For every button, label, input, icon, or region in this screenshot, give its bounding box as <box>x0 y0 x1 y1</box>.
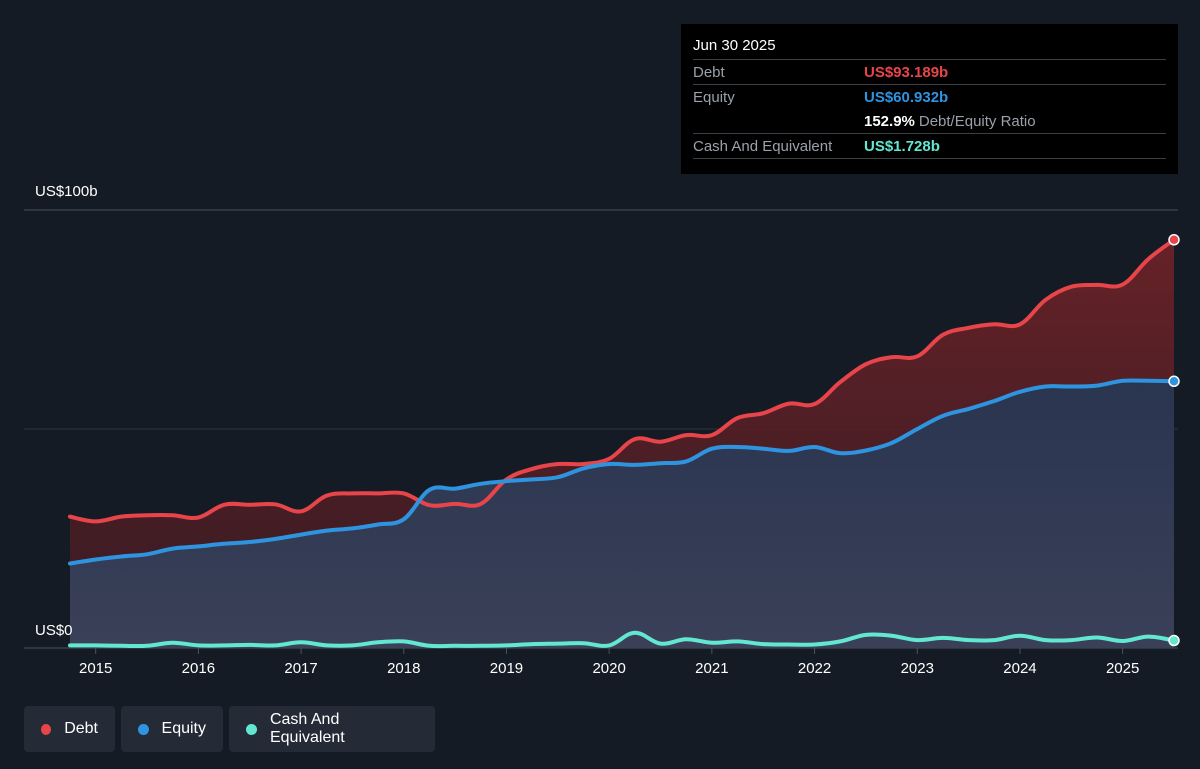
tooltip-cash-row: Cash And Equivalent US$1.728b <box>693 133 1166 159</box>
legend-cash-label: Cash And Equivalent <box>269 711 345 746</box>
x-tick-label-2025: 2025 <box>1106 660 1139 677</box>
tooltip-debt-label: Debt <box>693 63 725 81</box>
cash-line <box>68 630 1176 649</box>
debt-end-marker <box>1168 234 1180 246</box>
y-axis-bottom-label: US$0 <box>35 622 73 639</box>
cash-end-marker <box>1168 634 1180 647</box>
cash-dot-icon <box>246 723 257 735</box>
legend-item-equity[interactable]: Equity <box>121 706 223 752</box>
x-tick-label-2017: 2017 <box>284 660 317 677</box>
equity-end-marker <box>1168 375 1180 388</box>
x-tick-label-2019: 2019 <box>490 660 523 677</box>
legend-item-cash[interactable]: Cash And Equivalent <box>229 706 435 752</box>
tooltip-date: Jun 30 2025 <box>693 37 776 54</box>
tooltip-cash-value: US$1.728b <box>864 137 940 155</box>
equity-area <box>70 380 1174 648</box>
x-tick-label-2020: 2020 <box>592 660 625 677</box>
tooltip-debt-row: Debt US$93.189b <box>693 59 1166 84</box>
equity-dot-icon <box>138 723 149 735</box>
tooltip-equity-value: US$60.932b <box>864 88 949 106</box>
x-tick-label-2024: 2024 <box>1003 660 1036 677</box>
legend-item-debt[interactable]: Debt <box>24 706 115 752</box>
x-tick-label-2018: 2018 <box>387 660 420 677</box>
tooltip-debt-value: US$93.189b <box>864 63 949 81</box>
tooltip-equity-row: Equity US$60.932b <box>693 84 1166 109</box>
legend-debt-label: Debt <box>64 720 98 737</box>
legend-equity-label: Equity <box>161 720 206 737</box>
x-tick-label-2023: 2023 <box>901 660 934 677</box>
y-axis-top-label: US$100b <box>35 183 98 200</box>
tooltip-ratio-row: 152.9% Debt/Equity Ratio <box>693 109 1166 133</box>
x-tick-label-2021: 2021 <box>695 660 728 677</box>
tooltip-cash-label: Cash And Equivalent <box>693 137 833 155</box>
debt-dot-icon <box>41 723 52 735</box>
tooltip-panel: Jun 30 2025 Debt US$93.189b Equity US$60… <box>681 24 1178 174</box>
debt-line <box>68 237 1176 524</box>
tooltip-ratio-value: 152.9% <box>864 112 915 130</box>
tooltip-ratio-label: Debt/Equity Ratio <box>918 112 1036 130</box>
x-tick-label-2015: 2015 <box>79 660 112 677</box>
x-tick-label-2022: 2022 <box>798 660 831 677</box>
tooltip-equity-label: Equity <box>693 88 735 106</box>
equity-line <box>68 378 1176 566</box>
x-tick-label-2016: 2016 <box>182 660 215 677</box>
legend: Debt Equity Cash And Equivalent <box>24 706 435 752</box>
